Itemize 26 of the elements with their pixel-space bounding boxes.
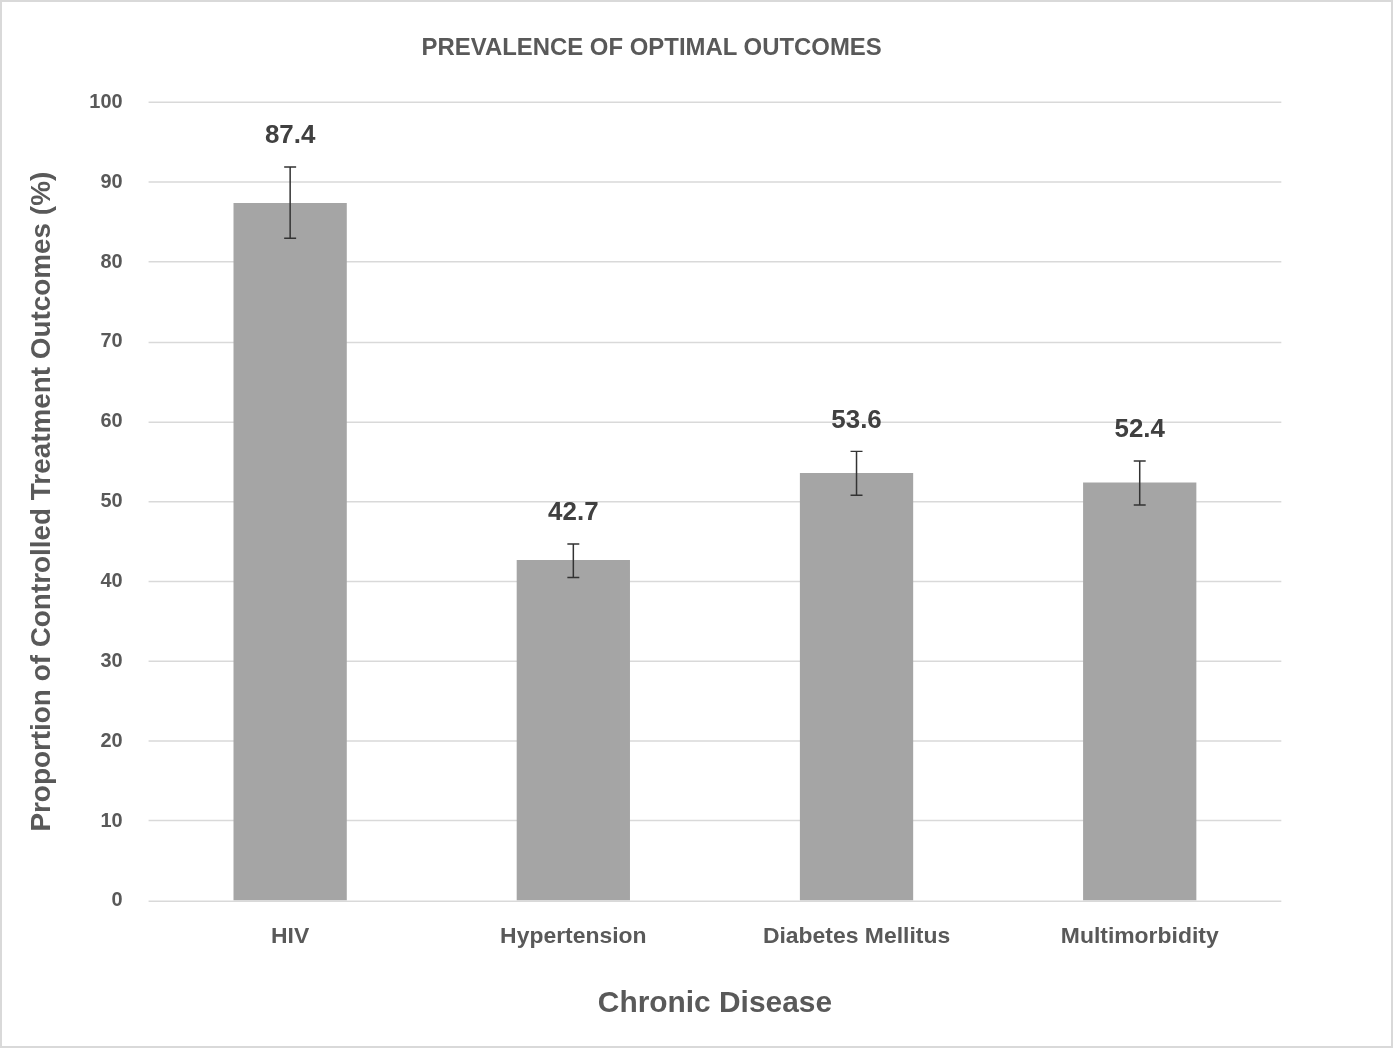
bar [233, 203, 347, 901]
y-tick-label: 10 [100, 808, 123, 831]
y-tick-label: 20 [100, 728, 123, 751]
chart-title: PREVALENCE OF OPTIMAL OUTCOMES [421, 32, 882, 60]
data-label: 42.7 [548, 497, 599, 526]
bar [799, 472, 914, 901]
data-label: 52.4 [1114, 414, 1166, 443]
bar [1083, 482, 1197, 901]
y-tick-label: 30 [100, 648, 123, 671]
data-label: 87.4 [264, 120, 316, 149]
y-tick-label: 70 [100, 329, 123, 352]
y-tick-label: 60 [100, 409, 123, 432]
x-axis-title: Chronic Disease [597, 985, 833, 1019]
data-label: 53.6 [831, 404, 882, 433]
y-tick-label: 40 [100, 569, 123, 592]
y-tick-label: 90 [100, 169, 123, 192]
y-tick-label: 100 [89, 89, 123, 112]
x-tick-label: Multimorbidity [1060, 921, 1219, 948]
y-tick-label: 50 [100, 489, 123, 512]
x-tick-label: Diabetes Mellitus [762, 921, 951, 948]
y-tick-label: 80 [100, 249, 123, 272]
x-tick-label: HIV [271, 921, 310, 948]
y-tick-label: 0 [111, 888, 123, 911]
bar [516, 559, 630, 901]
y-axis-title: Proportion of Controlled Treatment Outcomes (%) [25, 171, 57, 832]
x-tick-label: Hypertension [500, 921, 647, 948]
